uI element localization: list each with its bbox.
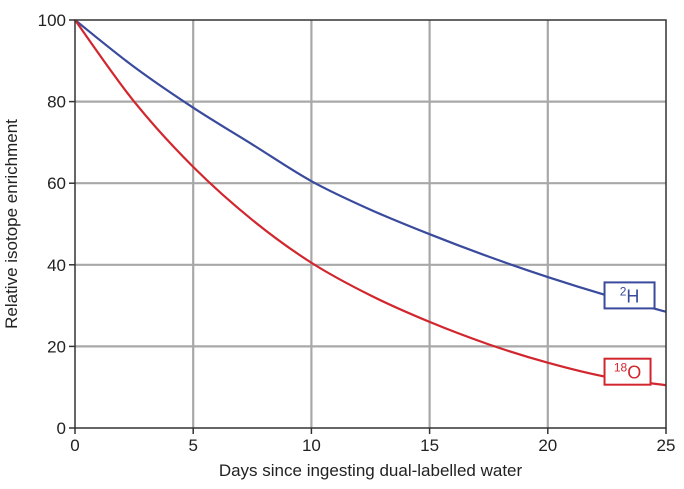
plot-frame	[74, 19, 667, 429]
series-label-superscript: 2	[620, 284, 627, 298]
series-label-superscript: 18	[614, 361, 628, 375]
y-axis-ticks: 0 20 40 60 80 100	[38, 11, 75, 438]
grid	[75, 20, 666, 428]
series-label-box	[603, 357, 652, 386]
y-tick-label: 80	[47, 93, 66, 112]
y-tick-label: 100	[38, 11, 66, 30]
series-label-base: O	[627, 363, 641, 383]
x-tick-label: 20	[538, 436, 557, 455]
series-lines	[74, 19, 667, 387]
y-tick-label: 20	[47, 337, 66, 356]
series-label-2h: 2H	[603, 281, 656, 310]
series-label-base: H	[626, 286, 639, 306]
x-tick-label: 5	[188, 436, 197, 455]
x-tick-label: 15	[420, 436, 439, 455]
x-tick-label: 25	[657, 436, 676, 455]
series-line-2h	[74, 19, 667, 313]
series-label-18o: 18O	[603, 357, 652, 386]
series-labels: 2H 18O	[603, 281, 656, 386]
x-axis-title: Days since ingesting dual-labelled water	[219, 461, 523, 480]
y-tick-label: 40	[47, 256, 66, 275]
x-axis-ticks: 0 5 10 15 20 25	[70, 428, 675, 455]
y-tick-label: 0	[57, 419, 66, 438]
series-label-text: 18O	[614, 361, 641, 383]
series-label-box	[603, 281, 656, 310]
x-tick-label: 0	[70, 436, 79, 455]
y-tick-label: 60	[47, 174, 66, 193]
series-line-18o	[74, 19, 667, 387]
x-tick-label: 10	[302, 436, 321, 455]
y-axis-title: Relative isotope enrichment	[2, 119, 21, 329]
series-label-text: 2H	[620, 284, 640, 306]
